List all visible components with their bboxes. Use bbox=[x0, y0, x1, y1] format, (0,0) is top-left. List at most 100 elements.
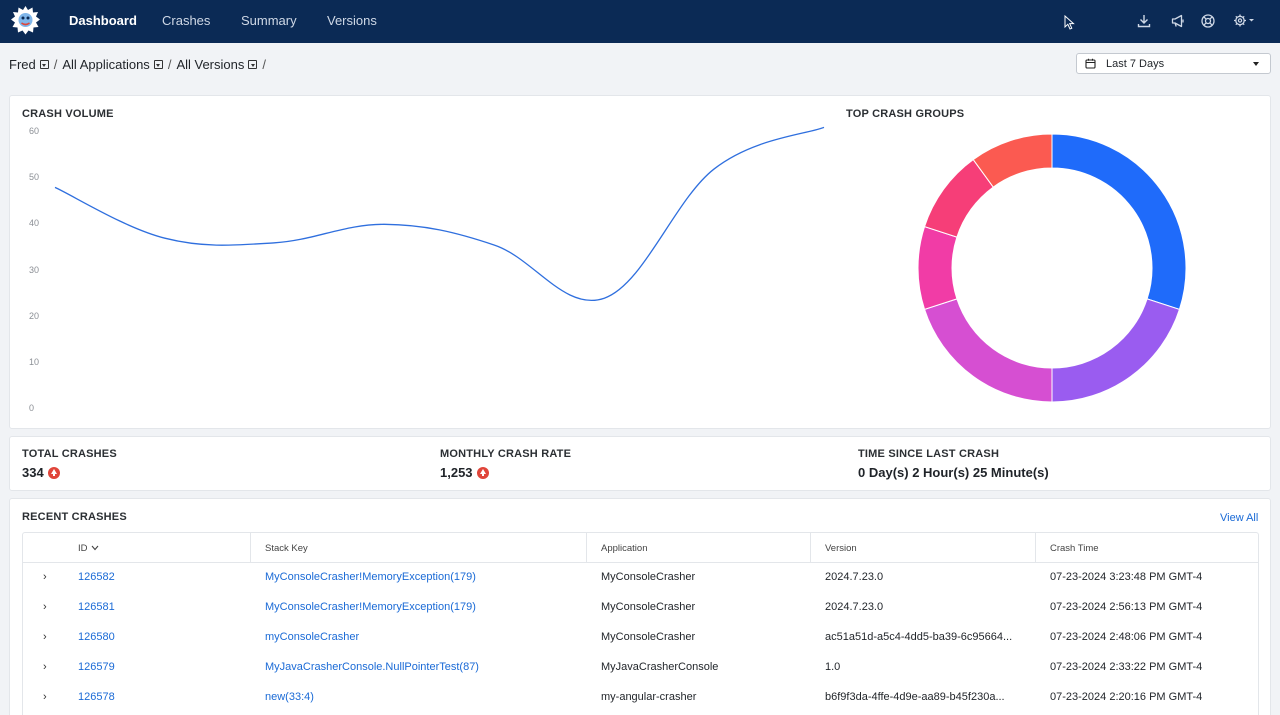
stack-key-link[interactable]: MyConsoleCrasher!MemoryException(179) bbox=[265, 571, 476, 583]
application-cell: my-angular-crasher bbox=[601, 691, 697, 703]
breadcrumb-separator: / bbox=[262, 57, 266, 72]
view-all-link[interactable]: View All bbox=[1220, 512, 1259, 524]
y-axis-tick-label: 20 bbox=[29, 310, 40, 321]
crash-time-cell: 07-23-2024 3:23:48 PM GMT-4 bbox=[1050, 571, 1203, 583]
stack-key-link[interactable]: MyConsoleCrasher!MemoryException(179) bbox=[265, 601, 476, 613]
crash-id-link[interactable]: 126580 bbox=[78, 631, 115, 643]
column-divider bbox=[250, 533, 251, 563]
total-crashes-value: 334 bbox=[22, 465, 60, 480]
breadcrumb-application[interactable]: All Applications bbox=[62, 57, 163, 72]
chevron-down-icon bbox=[1253, 62, 1259, 66]
nav-summary[interactable]: Summary bbox=[241, 13, 297, 28]
version-cell: b6f9f3da-4ffe-4d9e-aa89-b45f230a... bbox=[825, 691, 1005, 703]
mouse-cursor-icon bbox=[1064, 14, 1075, 33]
dropdown-icon bbox=[248, 60, 258, 69]
top-navigation-bar: Dashboard Crashes Summary Versions bbox=[0, 0, 1280, 43]
crash-group-slice[interactable] bbox=[1051, 133, 1187, 311]
megaphone-icon[interactable] bbox=[1170, 13, 1186, 29]
breadcrumb-user[interactable]: Fred bbox=[9, 57, 49, 72]
trend-up-icon bbox=[47, 466, 60, 479]
top-crash-groups-title: TOP CRASH GROUPS bbox=[846, 108, 965, 120]
y-axis-tick-label: 60 bbox=[29, 126, 40, 136]
breadcrumb-version-label: All Versions bbox=[176, 57, 245, 72]
crash-volume-series-line bbox=[54, 126, 825, 301]
crash-id-link[interactable]: 126579 bbox=[78, 661, 115, 673]
expand-row-icon[interactable]: › bbox=[43, 691, 47, 703]
table-header: ID Stack Key Application Version Crash T… bbox=[23, 533, 1258, 563]
support-icon[interactable] bbox=[1200, 13, 1216, 29]
bugsplat-logo-icon[interactable] bbox=[10, 5, 41, 36]
recent-crashes-table: ID Stack Key Application Version Crash T… bbox=[22, 532, 1259, 715]
nav-dashboard[interactable]: Dashboard bbox=[69, 13, 137, 28]
column-header-id[interactable]: ID bbox=[78, 543, 99, 554]
crash-time-cell: 07-23-2024 2:20:16 PM GMT-4 bbox=[1050, 691, 1203, 703]
monthly-crash-rate-label: MONTHLY CRASH RATE bbox=[440, 448, 572, 460]
crash-group-slice[interactable] bbox=[923, 298, 1053, 403]
nav-versions[interactable]: Versions bbox=[327, 13, 377, 28]
expand-row-icon[interactable]: › bbox=[43, 631, 47, 643]
application-cell: MyJavaCrasherConsole bbox=[601, 661, 719, 673]
table-row[interactable]: › 126582 MyConsoleCrasher!MemoryExceptio… bbox=[23, 563, 1258, 593]
monthly-crash-rate-value: 1,253 bbox=[440, 465, 489, 480]
crash-time-cell: 07-23-2024 2:56:13 PM GMT-4 bbox=[1050, 601, 1203, 613]
table-row[interactable]: › 126579 MyJavaCrasherConsole.NullPointe… bbox=[23, 653, 1258, 683]
breadcrumb-application-label: All Applications bbox=[62, 57, 150, 72]
breadcrumb-separator: / bbox=[167, 57, 172, 72]
crash-id-link[interactable]: 126581 bbox=[78, 601, 115, 613]
sort-descending-icon bbox=[91, 543, 99, 554]
crash-group-slice[interactable] bbox=[972, 133, 1053, 188]
nav-crashes[interactable]: Crashes bbox=[162, 13, 211, 28]
breadcrumb: Fred / All Applications / All Versions / bbox=[9, 57, 271, 72]
total-crashes-label: TOTAL CRASHES bbox=[22, 448, 117, 460]
breadcrumb-separator: / bbox=[53, 57, 58, 72]
stack-key-link[interactable]: new(33:4) bbox=[265, 691, 314, 703]
stack-key-link[interactable]: MyJavaCrasherConsole.NullPointerTest(87) bbox=[265, 661, 479, 673]
table-row[interactable]: › 126578 new(33:4) my-angular-crasher b6… bbox=[23, 683, 1258, 713]
application-cell: MyConsoleCrasher bbox=[601, 571, 696, 583]
dropdown-icon bbox=[39, 60, 49, 69]
crash-group-slice[interactable] bbox=[917, 225, 958, 311]
breadcrumb-user-label: Fred bbox=[9, 57, 36, 72]
expand-row-icon[interactable]: › bbox=[43, 571, 47, 583]
column-header-application[interactable]: Application bbox=[601, 543, 648, 554]
date-range-select[interactable]: Last 7 Days bbox=[1076, 53, 1271, 74]
recent-crashes-panel bbox=[9, 498, 1271, 715]
y-axis-tick-label: 10 bbox=[29, 356, 40, 367]
expand-row-icon[interactable]: › bbox=[43, 661, 47, 673]
dropdown-icon bbox=[153, 60, 163, 69]
table-row[interactable]: › 126580 myConsoleCrasher MyConsoleCrash… bbox=[23, 623, 1258, 653]
stack-key-link[interactable]: myConsoleCrasher bbox=[265, 631, 360, 643]
column-divider bbox=[1035, 533, 1036, 563]
crash-time-cell: 07-23-2024 2:48:06 PM GMT-4 bbox=[1050, 631, 1203, 643]
download-icon[interactable] bbox=[1136, 13, 1152, 29]
application-cell: MyConsoleCrasher bbox=[601, 631, 696, 643]
crash-group-slice[interactable] bbox=[1051, 298, 1181, 403]
breadcrumb-version[interactable]: All Versions bbox=[176, 57, 258, 72]
y-axis-tick-label: 40 bbox=[29, 218, 40, 229]
crash-id-link[interactable]: 126578 bbox=[78, 691, 115, 703]
trend-up-icon bbox=[476, 466, 489, 479]
expand-row-icon[interactable]: › bbox=[43, 601, 47, 613]
column-divider bbox=[586, 533, 587, 563]
version-cell: 2024.7.23.0 bbox=[825, 571, 884, 583]
column-header-stack-key[interactable]: Stack Key bbox=[265, 543, 308, 554]
date-range-label: Last 7 Days bbox=[1106, 58, 1165, 70]
column-header-id-label: ID bbox=[78, 543, 88, 554]
version-cell: 2024.7.23.0 bbox=[825, 601, 884, 613]
crash-id-link[interactable]: 126582 bbox=[78, 571, 115, 583]
time-since-last-crash-value: 0 Day(s) 2 Hour(s) 25 Minute(s) bbox=[858, 465, 1049, 480]
table-row[interactable]: › 126581 MyConsoleCrasher!MemoryExceptio… bbox=[23, 593, 1258, 623]
crash-volume-title: CRASH VOLUME bbox=[22, 108, 114, 120]
y-axis-tick-label: 50 bbox=[29, 172, 40, 183]
version-cell: 1.0 bbox=[825, 661, 841, 673]
y-axis-tick-label: 30 bbox=[29, 264, 40, 275]
time-since-last-crash-label: TIME SINCE LAST CRASH bbox=[858, 448, 1000, 460]
gear-icon[interactable] bbox=[1233, 13, 1257, 29]
column-header-crash-time[interactable]: Crash Time bbox=[1050, 543, 1099, 554]
monthly-crash-rate-number: 1,253 bbox=[440, 465, 473, 480]
metrics-panel bbox=[9, 436, 1271, 491]
y-axis-tick-label: 0 bbox=[29, 403, 35, 413]
column-header-version[interactable]: Version bbox=[825, 543, 857, 554]
recent-crashes-title: RECENT CRASHES bbox=[22, 511, 127, 523]
